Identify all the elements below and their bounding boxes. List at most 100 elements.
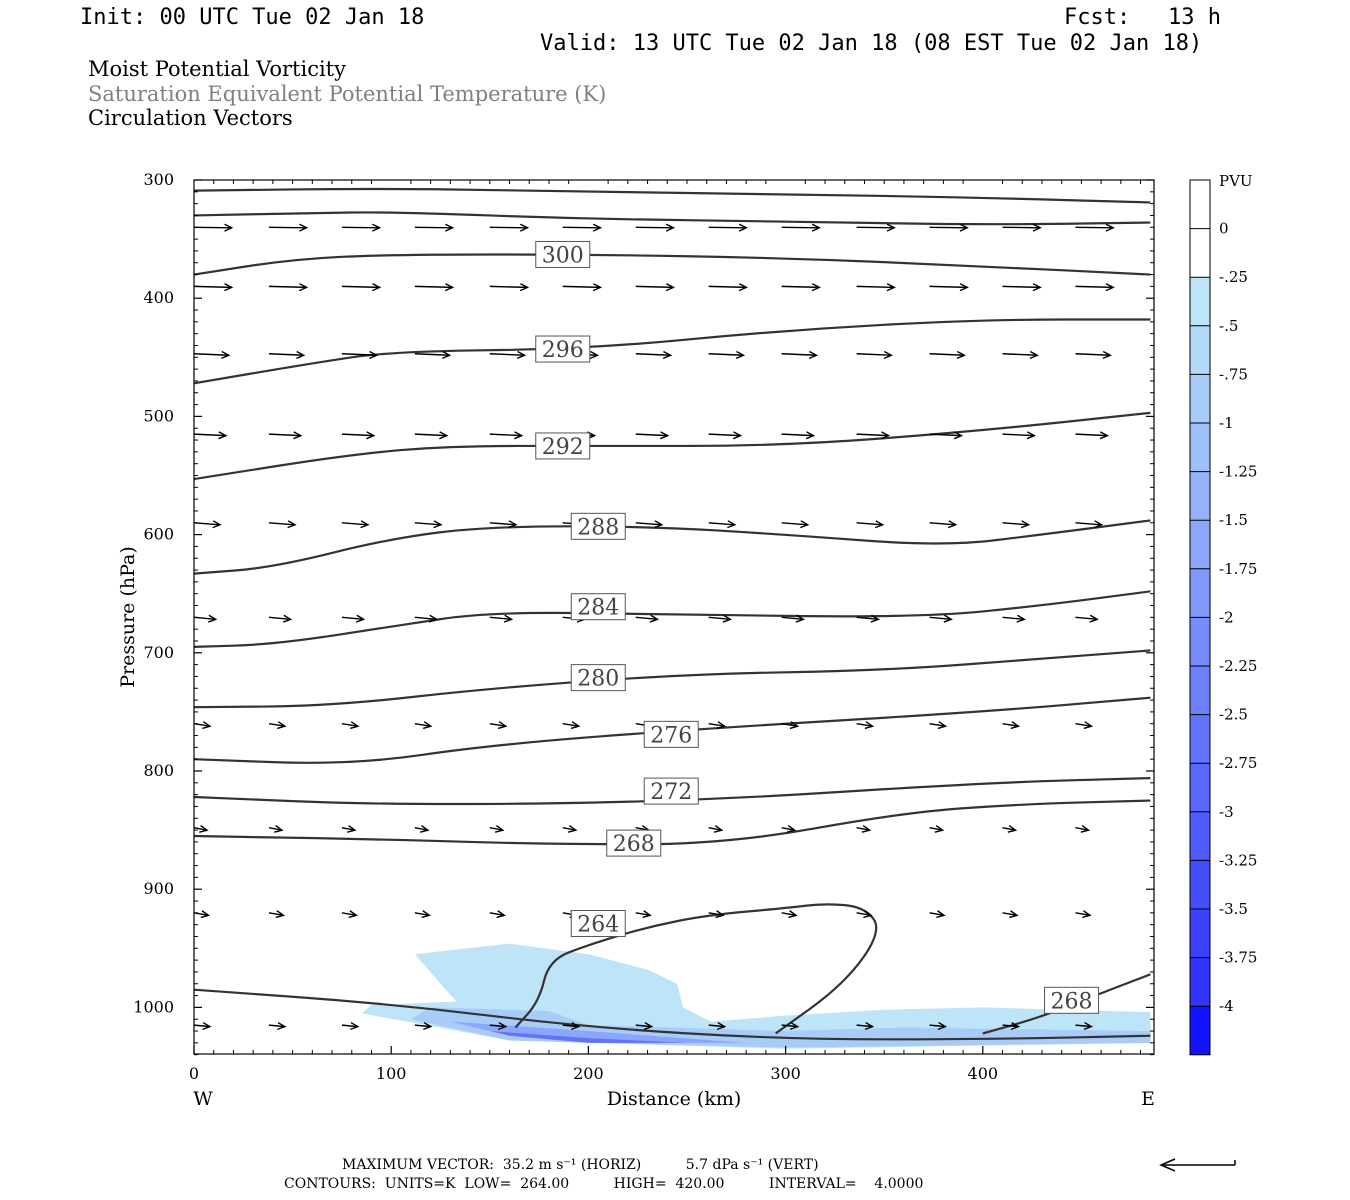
- circulation-vector: [781, 283, 821, 292]
- theta-e-contour: [193, 187, 1151, 204]
- circulation-vector: [856, 350, 894, 360]
- contour-labels: 300 296 292 288 284 280 276 272 268 264 268: [535, 240, 1100, 1014]
- colorbar-swatch: [1190, 471, 1210, 521]
- circulation-vector: [708, 614, 733, 623]
- circulation-vector: [781, 520, 810, 529]
- theta-e-contour: [193, 696, 1151, 764]
- y-tick-label: 900: [143, 879, 174, 898]
- circulation-vector: [929, 910, 946, 919]
- contour-label: 292: [535, 432, 591, 460]
- circulation-vector: [341, 614, 366, 623]
- circulation-vector: [635, 614, 660, 623]
- circulation-vector: [1075, 350, 1112, 360]
- circulation-vectors: [193, 223, 1115, 1031]
- theta-e-contour: [193, 590, 1151, 648]
- circulation-vector: [929, 1021, 948, 1031]
- forecast-hour-value: 13 h: [1168, 5, 1221, 30]
- circulation-vector: [1075, 431, 1110, 440]
- colorbar-swatch: [1190, 714, 1210, 764]
- circulation-vector: [929, 223, 969, 232]
- circulation-vector: [562, 824, 578, 833]
- contour-info: CONTOURS: UNITS=K LOW= 264.00 HIGH= 420.…: [284, 1176, 924, 1192]
- circulation-vector: [929, 824, 945, 833]
- theta-e-contour: [193, 519, 1151, 575]
- y-axis-title: Pressure (hPa): [117, 546, 139, 688]
- circulation-vector: [708, 910, 725, 919]
- circulation-vector: [929, 520, 958, 529]
- circulation-vector: [856, 824, 872, 833]
- circulation-vector: [1002, 223, 1042, 232]
- circulation-vector: [341, 824, 357, 833]
- cross-section-chart: 300 296 292 288 284 280 276 272 268 264 268 0 100 20…: [117, 170, 1257, 1110]
- circulation-vector: [193, 350, 231, 360]
- circulation-vector: [562, 283, 603, 292]
- theta-e-contour: [193, 988, 1151, 1041]
- circulation-vector: [1075, 223, 1115, 232]
- colorbar-label: -1: [1219, 414, 1234, 432]
- svg-text:288: 288: [577, 515, 619, 540]
- circulation-vector: [193, 614, 218, 623]
- circulation-vector: [1075, 614, 1099, 623]
- contour-label: 268: [1044, 986, 1100, 1014]
- circulation-vector: [1002, 520, 1031, 529]
- y-tick-label: 300: [143, 170, 174, 189]
- theta-e-contour: [193, 411, 1151, 481]
- circulation-vector: [781, 721, 800, 730]
- circulation-vector: [1075, 283, 1115, 292]
- y-tick-label: 400: [143, 288, 174, 307]
- circulation-vector: [193, 520, 222, 529]
- x-tick-label: 200: [573, 1064, 604, 1083]
- colorbar-swatch: [1190, 957, 1210, 1007]
- circulation-vector: [562, 721, 581, 730]
- circulation-vector: [708, 283, 749, 292]
- circulation-vector: [1075, 721, 1094, 730]
- theta-e-contour: [193, 318, 1151, 385]
- circulation-vector: [708, 520, 737, 529]
- circulation-vector: [268, 350, 306, 360]
- colorbar-swatch: [1190, 1006, 1210, 1055]
- circulation-vector: [856, 614, 880, 623]
- svg-text:292: 292: [542, 435, 584, 460]
- theta-e-contour: [193, 799, 1151, 846]
- colorbar-label: -3.5: [1219, 900, 1248, 918]
- circulation-vector: [635, 1021, 654, 1031]
- circulation-vector: [489, 910, 506, 919]
- circulation-vector: [414, 431, 449, 440]
- plot-frame: [193, 179, 1155, 1055]
- circulation-vector: [1002, 824, 1018, 833]
- pv-shading-layer: [361, 943, 1151, 1049]
- svg-text:296: 296: [542, 338, 584, 363]
- circulation-vector: [268, 910, 286, 919]
- circulation-vector: [781, 614, 806, 623]
- max-vector-info: MAXIMUM VECTOR: 35.2 m s⁻¹ (HORIZ) 5.7 d…: [342, 1157, 819, 1173]
- circulation-vector: [341, 721, 360, 730]
- x-tick-label: 400: [968, 1064, 999, 1083]
- circulation-vector: [193, 721, 212, 730]
- contour-label: 264: [570, 909, 626, 937]
- svg-text:268: 268: [613, 832, 655, 857]
- colorbar: 0 -.25 -.5 -.75 -1 -1.25 -1.5 -1.75 -2 -2.25 -2.5 -…: [1189, 179, 1257, 1056]
- circulation-vector: [193, 910, 211, 919]
- svg-text:276: 276: [650, 723, 692, 748]
- circulation-vector: [562, 223, 603, 232]
- y-tick-label: 800: [143, 761, 174, 780]
- colorbar-label: -1.75: [1219, 560, 1257, 578]
- contour-label: 268: [606, 829, 662, 857]
- theta-e-contour: [193, 253, 1151, 276]
- x-axis-title: Distance (km): [607, 1088, 742, 1110]
- circulation-vector: [193, 283, 234, 292]
- circulation-vector: [635, 520, 664, 529]
- circulation-vector: [781, 223, 821, 232]
- pv-shade-region: [450, 1021, 747, 1043]
- circulation-vector: [708, 350, 746, 360]
- circulation-vector: [929, 283, 969, 292]
- field-title-mpv: Moist Potential Vorticity: [88, 57, 346, 81]
- reference-vector-icon: [1159, 1158, 1236, 1172]
- theta-e-contour: [193, 776, 1151, 806]
- x-tick-label: 0: [189, 1064, 199, 1083]
- circulation-vector: [708, 223, 749, 232]
- circulation-vector: [414, 520, 443, 529]
- circulation-vector: [781, 350, 819, 360]
- circulation-vector: [856, 1021, 875, 1031]
- colorbar-label: -2.75: [1219, 754, 1257, 772]
